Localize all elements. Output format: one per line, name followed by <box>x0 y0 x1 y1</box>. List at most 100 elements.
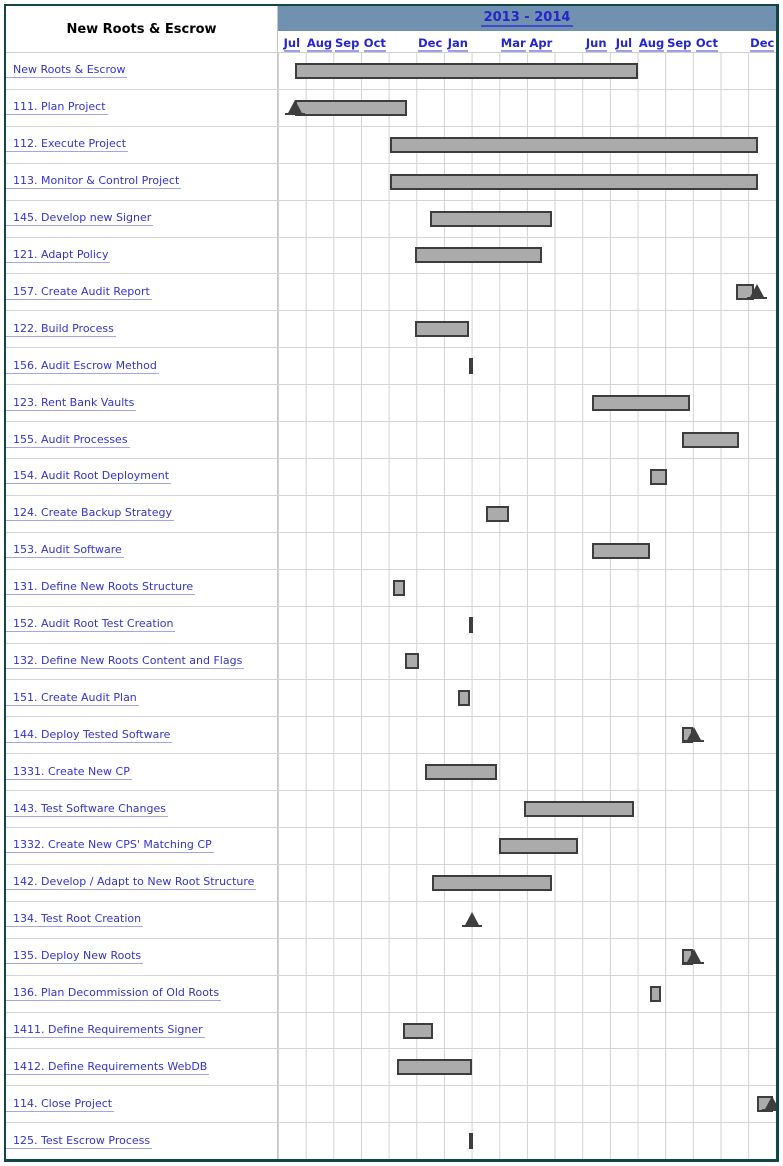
gantt-bar <box>414 247 543 264</box>
task-row-13: 153. Audit Software <box>6 532 776 570</box>
month-link-jun-11[interactable]: Jun <box>585 36 607 52</box>
task-link-19[interactable]: 1331. Create New CP <box>6 765 132 780</box>
month-link-jul-0[interactable]: Jul <box>283 36 301 52</box>
gantt-row-canvas <box>278 348 776 385</box>
gantt-row-canvas <box>278 1086 776 1123</box>
task-name-cell: 113. Monitor & Control Project <box>6 163 278 200</box>
task-link-25[interactable]: 136. Plan Decommission of Old Roots <box>6 986 222 1002</box>
task-row-1: 111. Plan Project <box>6 89 776 127</box>
task-name-cell: 156. Audit Escrow Method <box>6 348 278 385</box>
task-name-cell: 134. Test Root Creation <box>6 901 278 938</box>
month-link-oct-3[interactable]: Oct <box>363 36 386 52</box>
month-link-jan-6[interactable]: Jan <box>447 36 468 52</box>
task-link-17[interactable]: 151. Create Audit Plan <box>6 691 139 706</box>
task-link-13[interactable]: 153. Audit Software <box>6 543 124 559</box>
gantt-bar <box>650 985 662 1002</box>
task-link-8[interactable]: 156. Audit Escrow Method <box>6 359 159 374</box>
task-link-1[interactable]: 111. Plan Project <box>6 100 108 116</box>
gantt-chart-table: New Roots & Escrow 2013 - 2014 Jul Aug Sep… <box>4 4 779 1162</box>
task-row-22: 142. Develop / Adapt to New Root Structu… <box>6 864 776 902</box>
gantt-bar <box>592 395 691 412</box>
task-name-cell: 143. Test Software Changes <box>6 791 278 828</box>
task-link-0[interactable]: New Roots & Escrow <box>6 63 128 79</box>
year-band: 2013 - 2014 <box>278 6 776 31</box>
task-name-cell: 112. Execute Project <box>6 126 278 163</box>
task-link-23[interactable]: 134. Test Root Creation <box>6 912 144 928</box>
task-row-19: 1331. Create New CP <box>6 754 776 792</box>
milestone-marker <box>684 727 705 743</box>
task-link-7[interactable]: 122. Build Process <box>6 322 116 337</box>
project-column-header: New Roots & Escrow <box>6 6 278 52</box>
gantt-bar <box>499 837 579 854</box>
month-link-sep-14[interactable]: Sep <box>667 36 692 52</box>
gantt-row-canvas <box>278 828 776 864</box>
gantt-bar <box>390 136 758 153</box>
task-link-11[interactable]: 154. Audit Root Deployment <box>6 469 172 485</box>
task-name-cell: 111. Plan Project <box>6 89 278 126</box>
task-link-5[interactable]: 121. Adapt Policy <box>6 248 111 263</box>
task-row-23: 134. Test Root Creation <box>6 901 776 939</box>
task-name-cell: 114. Close Project <box>6 1086 278 1123</box>
gantt-bar <box>424 764 497 781</box>
task-link-16[interactable]: 132. Define New Roots Content and Flags <box>6 654 245 669</box>
month-link-dec-5[interactable]: Dec <box>418 36 443 52</box>
gantt-bar <box>392 579 406 596</box>
gantt-row-canvas <box>278 89 776 126</box>
task-row-16: 132. Define New Roots Content and Flags <box>6 643 776 681</box>
gantt-row-canvas <box>278 975 776 1012</box>
timeline-header: 2013 - 2014 Jul Aug Sep Oct Dec Jan Mar Apr Jun J… <box>278 6 776 52</box>
task-link-21[interactable]: 1332. Create New CPS' Matching CP <box>6 838 214 854</box>
gantt-bar <box>524 801 634 818</box>
gantt-row-canvas <box>278 532 776 569</box>
gantt-row-canvas <box>278 717 776 754</box>
month-link-sep-2[interactable]: Sep <box>335 36 360 52</box>
task-link-22[interactable]: 142. Develop / Adapt to New Root Structu… <box>6 875 257 891</box>
gantt-row-canvas <box>278 680 776 717</box>
month-link-aug-13[interactable]: Aug <box>638 36 665 52</box>
month-header-cell: Sep <box>333 32 361 52</box>
task-link-28[interactable]: 114. Close Project <box>6 1097 115 1112</box>
task-link-9[interactable]: 123. Rent Bank Vaults <box>6 396 137 411</box>
month-header-cell: Jul <box>278 32 306 52</box>
task-link-3[interactable]: 113. Monitor & Control Project <box>6 174 182 190</box>
gantt-row-canvas <box>278 864 776 901</box>
task-row-14: 131. Define New Roots Structure <box>6 569 776 607</box>
gantt-bar <box>294 62 638 79</box>
gantt-row-canvas <box>278 754 776 791</box>
month-link-jul-12[interactable]: Jul <box>615 36 633 52</box>
task-link-10[interactable]: 155. Audit Processes <box>6 433 130 448</box>
gantt-row-canvas <box>278 606 776 643</box>
task-row-7: 122. Build Process <box>6 311 776 349</box>
gantt-row-canvas <box>278 643 776 680</box>
task-row-10: 155. Audit Processes <box>6 422 776 459</box>
month-header-cell: Jun <box>582 32 610 52</box>
task-link-26[interactable]: 1411. Define Requirements Signer <box>6 1023 205 1039</box>
task-name-cell: 1412. Define Requirements WebDB <box>6 1049 278 1086</box>
task-link-27[interactable]: 1412. Define Requirements WebDB <box>6 1060 210 1075</box>
month-link-mar-8[interactable]: Mar <box>500 36 526 52</box>
month-link-dec-17[interactable]: Dec <box>750 36 775 52</box>
month-link-apr-9[interactable]: Apr <box>529 36 553 52</box>
task-link-20[interactable]: 143. Test Software Changes <box>6 802 168 817</box>
task-link-14[interactable]: 131. Define New Roots Structure <box>6 580 196 596</box>
task-row-15: 152. Audit Root Test Creation <box>6 606 776 644</box>
task-name-cell: 154. Audit Root Deployment <box>6 458 278 495</box>
month-header-cell: Mar <box>499 32 527 52</box>
task-link-12[interactable]: 124. Create Backup Strategy <box>6 506 174 522</box>
gantt-body: New Roots & Escrow 111. Plan Project 112. … <box>6 53 776 1160</box>
month-header-cell: Sep <box>665 32 693 52</box>
gantt-bar <box>650 468 667 485</box>
task-link-4[interactable]: 145. Develop new Signer <box>6 211 154 227</box>
month-link-oct-15[interactable]: Oct <box>695 36 718 52</box>
task-link-2[interactable]: 112. Execute Project <box>6 137 129 153</box>
task-link-24[interactable]: 135. Deploy New Roots <box>6 949 144 965</box>
task-link-18[interactable]: 144. Deploy Tested Software <box>6 728 173 743</box>
task-link-6[interactable]: 157. Create Audit Report <box>6 285 152 300</box>
task-link-29[interactable]: 125. Test Escrow Process <box>6 1134 153 1149</box>
task-name-cell: 145. Develop new Signer <box>6 200 278 237</box>
task-link-15[interactable]: 152. Audit Root Test Creation <box>6 617 176 633</box>
milestone-marker <box>746 284 767 300</box>
gantt-bar <box>469 358 474 375</box>
year-range-link[interactable]: 2013 - 2014 <box>480 10 574 27</box>
month-link-aug-1[interactable]: Aug <box>306 36 333 52</box>
